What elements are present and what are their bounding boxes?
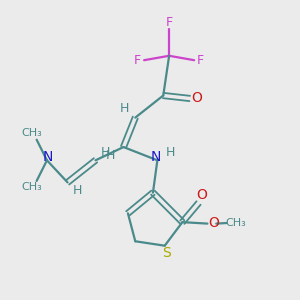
Text: H: H — [166, 146, 175, 159]
Text: F: F — [134, 54, 141, 67]
Text: CH₃: CH₃ — [225, 218, 246, 228]
Text: CH₃: CH₃ — [22, 182, 43, 192]
Text: O: O — [197, 188, 208, 202]
Text: H: H — [101, 146, 110, 159]
Text: S: S — [162, 246, 171, 260]
Text: H: H — [73, 184, 83, 197]
Text: N: N — [42, 150, 53, 164]
Text: H: H — [119, 102, 129, 115]
Text: F: F — [197, 54, 204, 67]
Text: O: O — [192, 92, 203, 106]
Text: O: O — [208, 216, 219, 230]
Text: N: N — [151, 150, 161, 164]
Text: CH₃: CH₃ — [22, 128, 43, 138]
Text: H: H — [106, 149, 115, 162]
Text: F: F — [166, 16, 173, 29]
